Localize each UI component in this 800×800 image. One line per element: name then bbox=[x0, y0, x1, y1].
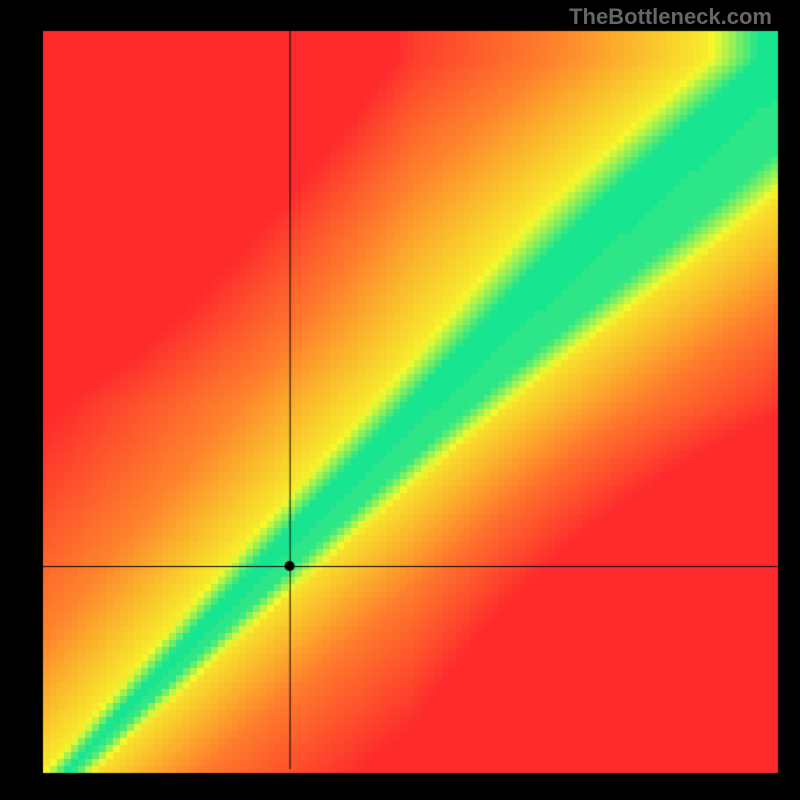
chart-container: TheBottleneck.com bbox=[0, 0, 800, 800]
bottleneck-heatmap bbox=[0, 0, 800, 800]
